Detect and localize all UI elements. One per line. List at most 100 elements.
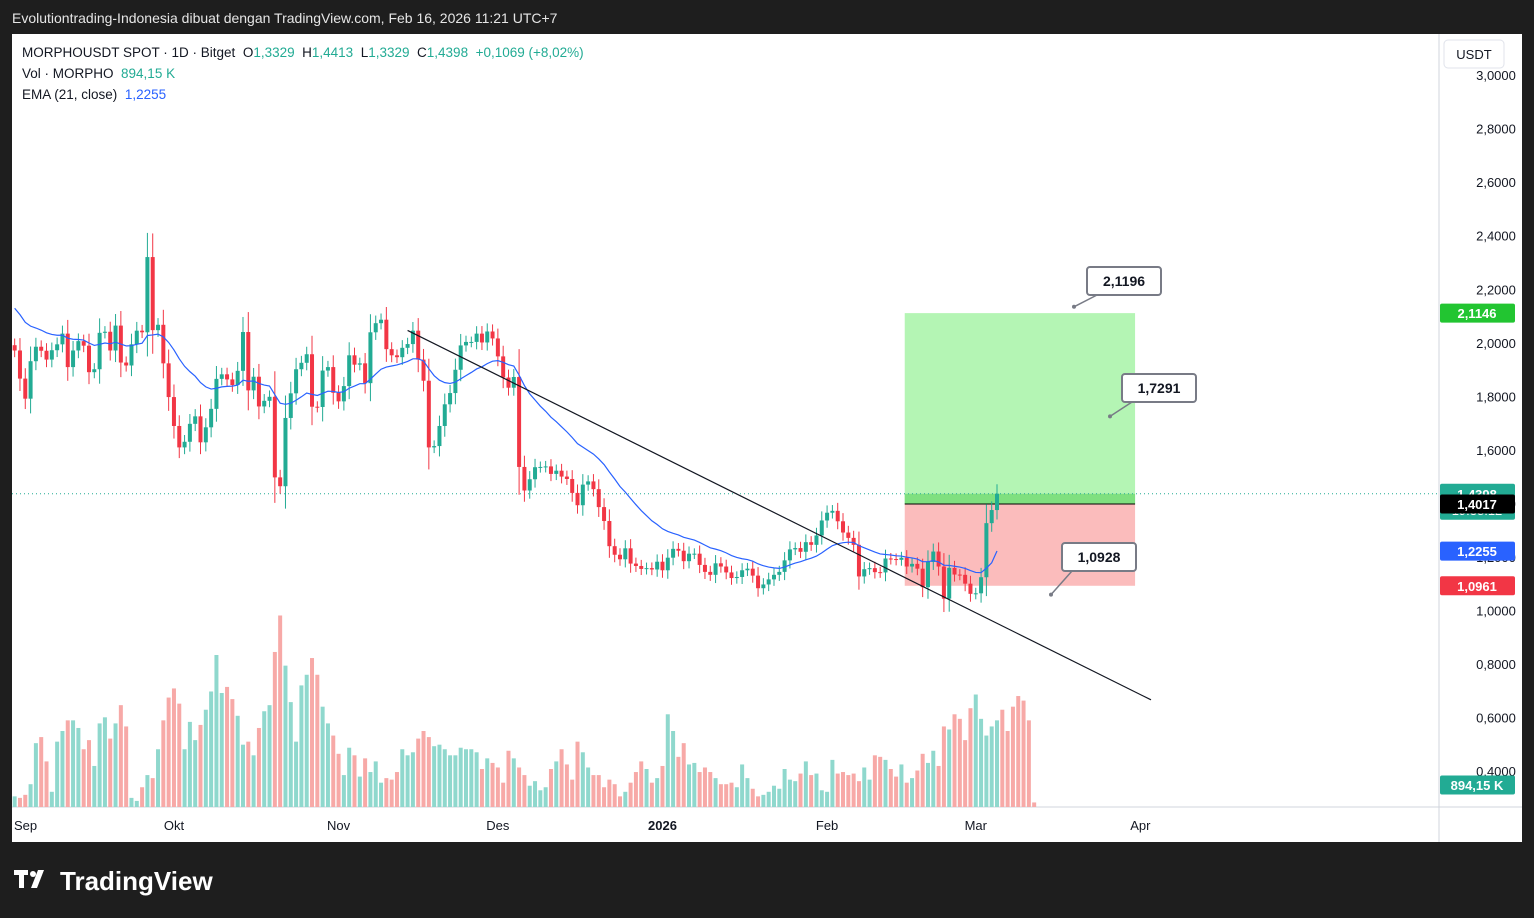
- candle-body: [198, 416, 203, 443]
- volume-bar: [798, 773, 803, 807]
- candle-body: [915, 563, 920, 569]
- volume-bar: [368, 772, 373, 807]
- volume-bar: [209, 691, 214, 807]
- volume-bar: [883, 759, 888, 807]
- candle-body: [129, 344, 134, 366]
- candle-body: [17, 350, 22, 379]
- volume-bar: [687, 764, 692, 807]
- legend-symbol[interactable]: MORPHOUSDT SPOT · 1D · Bitget: [22, 45, 236, 60]
- volume-bar: [809, 775, 814, 807]
- volume-bar: [1005, 731, 1010, 807]
- price-badge-label: 1,4017: [1457, 497, 1497, 512]
- chart-canvas[interactable]: 3,0000 2,8000 2,6000 2,4000 2,2000 2,0000 1,80…: [12, 34, 1522, 842]
- volume-bar: [841, 772, 846, 807]
- volume-bar: [331, 735, 336, 807]
- candle-body: [883, 558, 888, 573]
- candle-body: [187, 423, 192, 442]
- volume-bar: [347, 747, 352, 807]
- legend-volume-label: Vol · MORPHO: [22, 66, 114, 81]
- candle-body: [203, 427, 208, 443]
- time-axis: Sep Okt Nov Des 2026 Feb Mar Apr: [14, 818, 1151, 833]
- callout-pointer: [1109, 401, 1133, 417]
- price-tick-label: 0,8000: [1476, 657, 1516, 672]
- volume-bar: [607, 779, 612, 807]
- volume-bar: [479, 769, 484, 807]
- profit-zone: [904, 313, 1136, 504]
- price-badge-label: 2,1146: [1457, 306, 1496, 321]
- candle-body: [379, 319, 384, 324]
- candle-body: [272, 396, 277, 478]
- candle-body: [437, 425, 442, 447]
- chart-frame[interactable]: 3,0000 2,8000 2,6000 2,4000 2,2000 2,0000 1,80…: [12, 34, 1522, 842]
- volume-bar: [262, 711, 267, 807]
- legend-low-label: L: [360, 45, 369, 60]
- candle-body: [548, 466, 553, 474]
- volume-bar: [246, 741, 251, 807]
- legend-ema-row[interactable]: EMA (21, close) 1,2255: [22, 87, 166, 102]
- price-badge: [1440, 775, 1515, 795]
- time-tick-label: Sep: [14, 818, 37, 833]
- volume-bar: [777, 788, 782, 807]
- volume-bar: [267, 705, 272, 807]
- volume-bar: [761, 794, 766, 807]
- volume-bar: [819, 790, 824, 807]
- volume-bar: [729, 782, 734, 807]
- candle-body: [171, 397, 176, 426]
- price-badge: [1440, 576, 1515, 596]
- candle-body: [878, 572, 883, 574]
- volume-bar: [177, 703, 182, 807]
- candle-body: [299, 362, 304, 370]
- candle-body: [352, 355, 357, 365]
- volume-bar: [490, 762, 495, 807]
- volume-bar: [432, 746, 437, 807]
- volume-bar: [464, 749, 469, 807]
- currency-button[interactable]: [1443, 39, 1505, 69]
- price-badge: [1440, 303, 1515, 323]
- candle-body: [639, 565, 644, 569]
- volume-bar: [325, 723, 330, 807]
- volume-bar: [118, 705, 123, 807]
- candle-body: [819, 520, 824, 536]
- volume-bar: [931, 750, 936, 807]
- candle-body: [182, 441, 187, 448]
- volume-bar: [384, 778, 389, 807]
- volume-bar: [65, 720, 70, 807]
- candle-body: [177, 425, 182, 448]
- candle-body: [851, 537, 856, 545]
- volume-bar: [198, 724, 203, 807]
- volume-bar: [665, 714, 670, 807]
- candle-body: [230, 379, 235, 386]
- candle-body: [957, 574, 962, 576]
- volume-bar: [1000, 709, 1005, 807]
- volume-bar: [936, 765, 941, 807]
- volume-bar: [952, 714, 957, 807]
- tradingview-brand[interactable]: TradingView: [14, 866, 213, 897]
- volume-bar: [288, 702, 293, 807]
- candle-body: [841, 521, 846, 533]
- volume-bar: [304, 674, 309, 807]
- trendline: [407, 329, 1152, 701]
- candle-body: [591, 481, 596, 490]
- volume-bar: [230, 699, 235, 807]
- candle-body: [315, 406, 320, 408]
- volume-bar: [251, 755, 256, 807]
- legend-volume-row[interactable]: Vol · MORPHO 894,15 K: [22, 66, 175, 81]
- price-badge-label: 894,15 K: [1451, 778, 1504, 793]
- candle-body: [671, 548, 676, 558]
- volume-bar: [655, 778, 660, 807]
- candle-body: [506, 377, 511, 388]
- candle-body: [209, 408, 214, 428]
- volume-bar: [676, 756, 681, 807]
- candle-body: [718, 563, 723, 567]
- volume-bar: [166, 697, 171, 807]
- volume-bar: [617, 796, 622, 807]
- volume-bar: [825, 791, 830, 807]
- candle-body: [724, 566, 729, 573]
- volume-bar: [835, 773, 840, 807]
- candle-body: [692, 553, 697, 555]
- volume-bar: [787, 779, 792, 807]
- volume-bar: [129, 797, 134, 807]
- price-tick-label: 2,2000: [1476, 282, 1516, 297]
- candle-body: [580, 484, 585, 506]
- volume-bar: [612, 784, 617, 807]
